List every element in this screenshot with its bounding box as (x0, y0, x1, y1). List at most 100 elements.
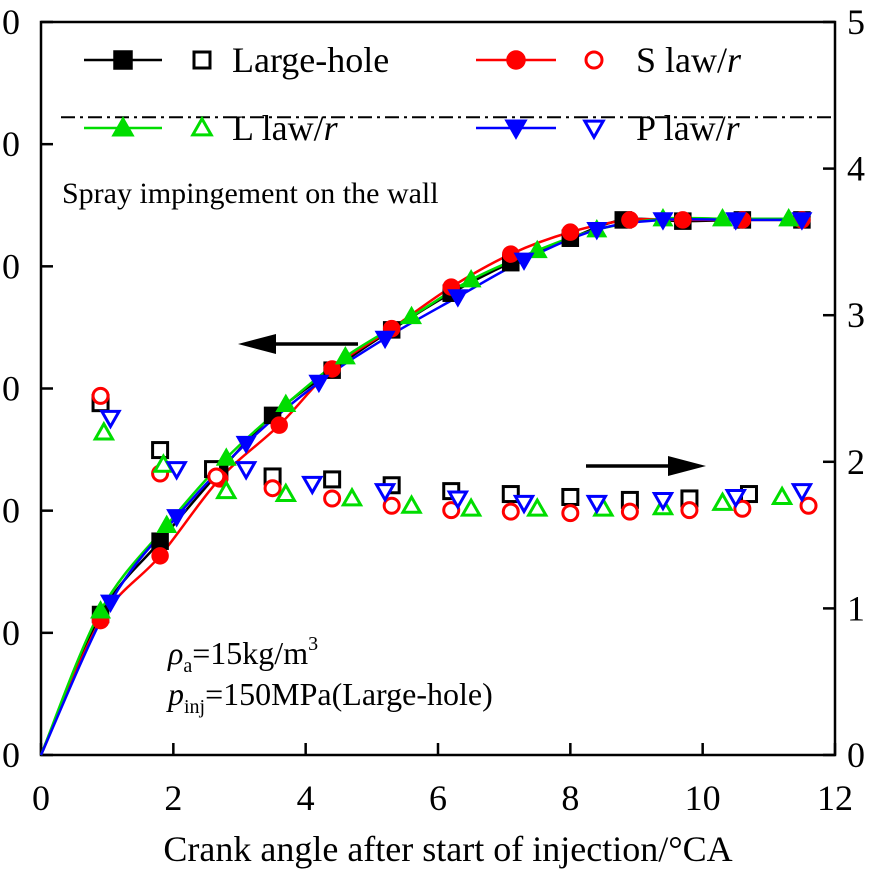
diameter-point (91, 386, 110, 405)
penetration-point (447, 289, 469, 308)
penetration-point (275, 393, 297, 413)
x-tick-label: 10 (685, 778, 721, 818)
diameter-point (234, 461, 258, 481)
penetration-point (778, 207, 800, 227)
diameter-point (92, 420, 116, 441)
penetration-point (513, 252, 535, 271)
y-right-tick-label: 1 (847, 588, 865, 628)
legend-open-marker (192, 50, 212, 70)
legend-label: P law/r (636, 108, 741, 148)
diameter-point (711, 491, 734, 511)
penetration-line-series-3 (39, 217, 802, 756)
penetration-point (674, 211, 692, 229)
y-left-tick-label: 0 (2, 369, 20, 409)
y-left-tick-label: 0 (2, 246, 20, 286)
legend-label: L law/r (232, 108, 339, 148)
x-tick-label: 0 (32, 778, 50, 818)
diameter-point (442, 501, 461, 520)
legend-filled-marker (111, 116, 135, 137)
diameter-point (459, 497, 483, 517)
penetration-line-series-0 (39, 217, 802, 756)
penetration-point (90, 600, 112, 619)
diameter-point (561, 487, 580, 506)
diameter-point (733, 499, 752, 518)
diameter-point (165, 461, 188, 481)
penetration-point (621, 211, 639, 229)
diameter-point (263, 479, 282, 498)
diameter-point (400, 494, 423, 514)
diameter-point (373, 483, 397, 503)
y-right-tick-label: 5 (847, 2, 865, 42)
diameter-point (151, 441, 170, 460)
diameter-point (207, 467, 226, 486)
legend-filled-marker (506, 50, 526, 70)
penetration-point (712, 207, 734, 227)
direction-arrows (238, 334, 706, 476)
penetration-point (652, 212, 674, 231)
penetration-line-series-1 (39, 217, 802, 756)
pressure-note: pinj=150MPa(Large-hole) (166, 676, 493, 718)
penetration-curves (39, 216, 802, 756)
diameter-point (323, 489, 342, 508)
impingement-annotation: Spray impingement on the wall (62, 177, 439, 210)
diameter-point (799, 496, 818, 515)
penetration-point (460, 269, 482, 288)
diameter-point (680, 501, 699, 520)
penetration-point (270, 416, 288, 434)
penetration-point (401, 305, 423, 325)
diameter-point (790, 483, 814, 503)
x-tick-label: 12 (817, 778, 853, 818)
y-left-tick-label: 0 (2, 613, 20, 653)
penetration-point (374, 330, 396, 350)
legend-filled-marker (113, 50, 133, 70)
legend-open-marker (584, 50, 604, 70)
diameter-point (620, 502, 639, 521)
penetration-point (308, 374, 330, 394)
penetration-point (586, 222, 608, 241)
diameter-point (501, 502, 520, 521)
legend-open-marker (582, 119, 606, 141)
penetration-point (156, 514, 178, 533)
right-arrow-head (668, 456, 706, 476)
x-tick-label: 6 (429, 778, 447, 818)
diameter-point (340, 486, 364, 507)
diameter-point (301, 475, 324, 496)
x-tick-label: 8 (561, 778, 579, 818)
density-note: ρa=15kg/m3 (167, 633, 318, 677)
legend: Large-hole S law/r L law/r P law/r (84, 40, 742, 148)
penetration-point (323, 360, 341, 378)
diameter-point (99, 409, 122, 430)
diameter-point (215, 479, 238, 500)
diameter-point (512, 494, 536, 515)
legend-label: Large-hole (232, 40, 389, 80)
diameter-point (770, 485, 794, 505)
y-left-tick-label: 0 (2, 2, 20, 42)
penetration-point (334, 346, 356, 365)
diameter-point (446, 490, 470, 511)
diameter-point (526, 497, 549, 517)
legend-label: S law/r (636, 40, 742, 80)
diameter-point (274, 482, 298, 503)
penetration-point (725, 212, 747, 231)
diameter-point (651, 491, 675, 512)
diameter-point (323, 470, 342, 489)
penetration-point (99, 594, 121, 614)
legend-open-marker (190, 115, 214, 137)
legend-filled-marker (504, 119, 528, 140)
diameter-point (724, 489, 747, 509)
y-right-tick-label: 2 (847, 442, 865, 482)
penetration-point (215, 447, 237, 466)
y-right-tick-label: 0 (847, 735, 865, 775)
penetration-point (235, 435, 257, 455)
diameter-point (382, 496, 401, 515)
x-tick-label: 2 (164, 778, 182, 818)
y-left-tick-label: 0 (2, 491, 20, 531)
penetration-line-series-2 (39, 216, 789, 756)
y-right-tick-label: 3 (847, 295, 865, 335)
diameter-point (585, 494, 609, 515)
penetration-point (561, 223, 580, 241)
y-right-tick-label: 4 (847, 149, 865, 189)
penetration-point (151, 532, 169, 550)
